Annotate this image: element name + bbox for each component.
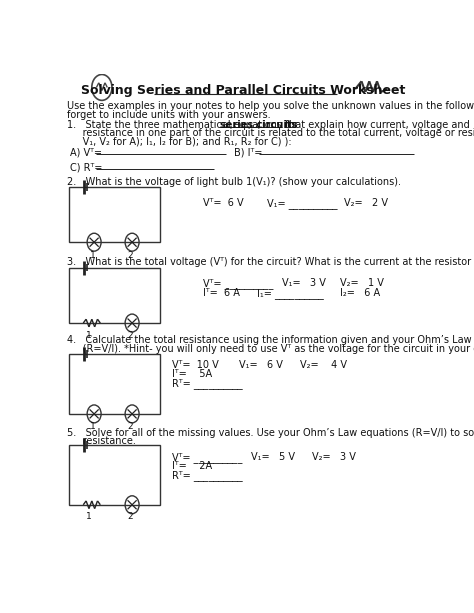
Text: 2.   What is the voltage of light bulb 1(V₁)? (show your calculations).: 2. What is the voltage of light bulb 1(V… — [67, 177, 401, 187]
Text: 5.   Solve for all of the missing values. Use your Ohm’s Law equations (R=V/I) t: 5. Solve for all of the missing values. … — [67, 428, 474, 438]
Text: V₁=   6 V: V₁= 6 V — [239, 360, 283, 370]
Text: (R=V/I). *Hint- you will only need to use Vᵀ as the voltage for the circuit in y: (R=V/I). *Hint- you will only need to us… — [67, 344, 474, 354]
Text: resistance.: resistance. — [67, 436, 136, 446]
Text: resistance in one part of the circuit is related to the total current, voltage o: resistance in one part of the circuit is… — [67, 128, 474, 138]
Text: 1.   State the three mathematical equations for: 1. State the three mathematical equation… — [67, 120, 301, 130]
Text: Vᵀ= __________: Vᵀ= __________ — [202, 278, 273, 289]
Text: forget to include units with your answers.: forget to include units with your answer… — [67, 110, 271, 120]
Text: Rᵀ= __________: Rᵀ= __________ — [172, 378, 242, 389]
Text: 3.   What is the total voltage (Vᵀ) for the circuit? What is the current at the : 3. What is the total voltage (Vᵀ) for th… — [67, 257, 474, 267]
Text: B) Iᵀ=: B) Iᵀ= — [234, 148, 265, 158]
Text: Vᵀ=  10 V: Vᵀ= 10 V — [172, 360, 219, 370]
Text: 1: 1 — [86, 512, 92, 522]
Text: V₁=   3 V: V₁= 3 V — [283, 278, 326, 288]
Bar — [69, 444, 160, 504]
Text: that explain how current, voltage and: that explain how current, voltage and — [283, 120, 470, 130]
Text: I₁= __________: I₁= __________ — [257, 287, 324, 299]
Text: I₂=   6 A: I₂= 6 A — [340, 287, 380, 298]
Bar — [69, 354, 160, 414]
Text: Rᵀ= __________: Rᵀ= __________ — [172, 470, 242, 481]
Text: 1: 1 — [90, 251, 95, 260]
Text: 1: 1 — [90, 422, 95, 430]
Text: V₁, V₂ for A); I₁, I₂ for B); and R₁, R₂ for C) ):: V₁, V₂ for A); I₁, I₂ for B); and R₁, R₂… — [67, 137, 292, 147]
Text: Iᵀ=  6 A: Iᵀ= 6 A — [202, 287, 239, 298]
Text: Vᵀ=  6 V: Vᵀ= 6 V — [202, 198, 243, 208]
Text: Solving Series and Parallel Circuits Worksheet: Solving Series and Parallel Circuits Wor… — [81, 85, 405, 97]
Text: C) Rᵀ=: C) Rᵀ= — [70, 162, 106, 172]
Text: series circuits: series circuits — [219, 120, 297, 130]
Text: V₂=    4 V: V₂= 4 V — [300, 360, 346, 370]
Text: Use the examples in your notes to help you solve the unknown values in the follo: Use the examples in your notes to help y… — [67, 101, 474, 112]
Text: 1: 1 — [86, 331, 92, 340]
Text: 2: 2 — [128, 422, 133, 430]
Text: 4.   Calculate the total resistance using the information given and your Ohm’s L: 4. Calculate the total resistance using … — [67, 335, 474, 345]
Text: Iᵀ=    5A: Iᵀ= 5A — [172, 369, 212, 379]
Text: 2: 2 — [128, 512, 133, 522]
Bar — [69, 187, 160, 242]
Text: V₂=   3 V: V₂= 3 V — [312, 452, 356, 462]
Text: 2: 2 — [128, 251, 133, 260]
Text: Iᵀ=    2A: Iᵀ= 2A — [172, 461, 212, 471]
Text: Vᵀ= __________: Vᵀ= __________ — [172, 452, 242, 463]
Text: V₂=   2 V: V₂= 2 V — [345, 198, 389, 208]
Text: V₂=   1 V: V₂= 1 V — [340, 278, 383, 288]
Text: V₁= __________: V₁= __________ — [267, 198, 337, 209]
Bar — [69, 268, 160, 323]
Text: 2: 2 — [128, 331, 133, 340]
Text: V₁=   5 V: V₁= 5 V — [251, 452, 295, 462]
Text: A) Vᵀ=: A) Vᵀ= — [70, 148, 105, 158]
